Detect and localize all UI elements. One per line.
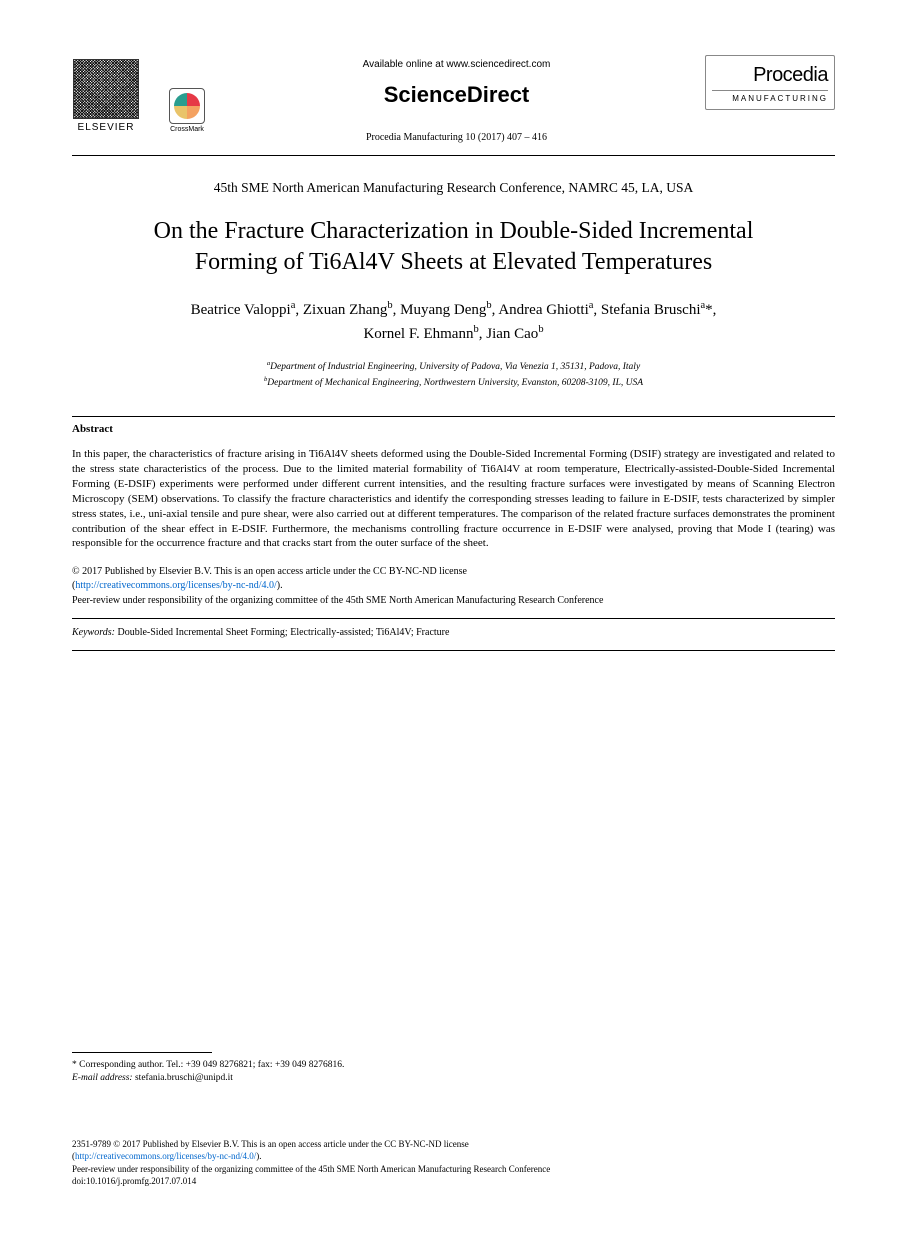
author-7-aff: b (538, 324, 543, 335)
elsevier-logo: ELSEVIER (72, 55, 140, 133)
abstract-top-divider (72, 416, 835, 417)
author-5: , Stefania Bruschi (593, 302, 700, 318)
crossmark-icon (169, 88, 205, 124)
corresponding-author: * Corresponding author. Tel.: +39 049 82… (72, 1059, 835, 1086)
copyright-text: © 2017 Published by Elsevier B.V. This i… (72, 566, 467, 577)
email-label: E-mail address: (72, 1073, 133, 1083)
conference-name: 45th SME North American Manufacturing Re… (72, 180, 835, 196)
author-1: Beatrice Valoppi (191, 302, 291, 318)
authors-block: Beatrice Valoppia, Zixuan Zhangb, Muyang… (72, 298, 835, 345)
crossmark-badge[interactable]: CrossMark (166, 88, 208, 133)
affiliations-block: aDepartment of Industrial Engineering, U… (72, 359, 835, 390)
title-line-1: On the Fracture Characterization in Doub… (154, 218, 754, 244)
left-logos-group: ELSEVIER CrossMark (72, 55, 208, 133)
title-line-2: Forming of Ti6Al4V Sheets at Elevated Te… (195, 249, 712, 275)
keywords-label: Keywords: (72, 627, 115, 638)
author-2: , Zixuan Zhang (295, 302, 387, 318)
footer-license-link[interactable]: http://creativecommons.org/licenses/by-n… (75, 1151, 256, 1161)
corresponding-divider (72, 1052, 212, 1053)
paper-title: On the Fracture Characterization in Doub… (72, 216, 835, 278)
abstract-body: In this paper, the characteristics of fr… (72, 447, 835, 551)
corresponding-star: *, (705, 302, 716, 318)
header-row: ELSEVIER CrossMark Available online at w… (72, 55, 835, 143)
footer-block: * Corresponding author. Tel.: +39 049 82… (72, 1052, 835, 1188)
elsevier-label: ELSEVIER (78, 122, 135, 133)
center-header: Available online at www.sciencedirect.co… (208, 55, 705, 143)
peer-review-line: Peer-review under responsibility of the … (72, 595, 835, 606)
issn-line: 2351-9789 © 2017 Published by Elsevier B… (72, 1139, 469, 1149)
available-online-text: Available online at www.sciencedirect.co… (228, 59, 685, 70)
author-3: , Muyang Deng (393, 302, 487, 318)
author-6: Kornel F. Ehmann (363, 326, 473, 342)
journal-citation: Procedia Manufacturing 10 (2017) 407 – 4… (228, 132, 685, 143)
abstract-heading: Abstract (72, 423, 835, 435)
corresponding-email: stefania.bruschi@unipd.it (133, 1073, 233, 1083)
corresponding-line: * Corresponding author. Tel.: +39 049 82… (72, 1060, 344, 1070)
author-4: , Andrea Ghiotti (492, 302, 589, 318)
footer-copyright: 2351-9789 © 2017 Published by Elsevier B… (72, 1138, 835, 1188)
procedia-text: Procedia (712, 64, 828, 87)
keywords-bottom-divider (72, 650, 835, 651)
procedia-subtitle: MANUFACTURING (712, 90, 828, 103)
header-divider (72, 155, 835, 156)
elsevier-tree-icon (73, 59, 139, 119)
affiliation-b: Department of Mechanical Engineering, No… (267, 378, 643, 388)
sciencedirect-logo: ScienceDirect (228, 82, 685, 108)
license-link[interactable]: http://creativecommons.org/licenses/by-n… (75, 580, 276, 591)
keywords-top-divider (72, 618, 835, 619)
doi-line: doi:10.1016/j.promfg.2017.07.014 (72, 1176, 196, 1186)
author-7: , Jian Cao (479, 326, 539, 342)
affiliation-a: Department of Industrial Engineering, Un… (270, 363, 640, 373)
crossmark-label: CrossMark (170, 126, 204, 133)
keywords-text: Double-Sided Incremental Sheet Forming; … (115, 627, 449, 638)
procedia-logo: Procedia MANUFACTURING (705, 55, 835, 110)
copyright-line: © 2017 Published by Elsevier B.V. This i… (72, 565, 835, 593)
keywords-line: Keywords: Double-Sided Incremental Sheet… (72, 627, 835, 638)
footer-peer-review: Peer-review under responsibility of the … (72, 1164, 550, 1174)
